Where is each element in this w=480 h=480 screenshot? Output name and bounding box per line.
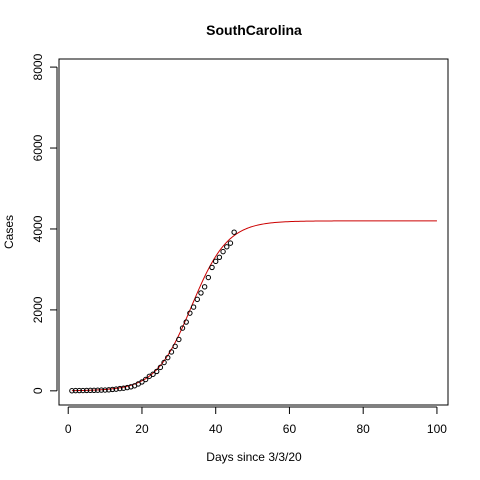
y-tick-label: 0 (31, 387, 45, 394)
data-point (190, 304, 197, 310)
data-point (72, 387, 79, 394)
data-point (87, 387, 94, 394)
data-point (201, 284, 208, 290)
y-tick-label: 2000 (31, 296, 45, 323)
y-tick-label: 8000 (31, 53, 45, 80)
data-point (227, 240, 234, 246)
data-point (179, 325, 186, 331)
data-point (83, 387, 90, 394)
data-point (106, 387, 112, 393)
y-axis-label: Cases (2, 215, 16, 249)
data-point (76, 387, 82, 394)
data-point (109, 386, 116, 393)
data-point (205, 274, 212, 281)
data-point (216, 254, 223, 260)
data-point (213, 258, 219, 265)
y-tick-label: 6000 (31, 134, 45, 161)
data-point (124, 384, 130, 391)
x-tick-label: 0 (65, 422, 72, 436)
x-tick-label: 100 (427, 422, 447, 436)
x-tick-label: 20 (135, 422, 149, 436)
data-point (168, 349, 175, 355)
data-point (113, 386, 119, 392)
data-point (95, 387, 101, 393)
data-point (154, 368, 160, 375)
y-axis: 0 2000 4000 6000 8000 (31, 53, 58, 394)
x-tick-label: 40 (209, 422, 223, 436)
data-point (69, 388, 75, 394)
data-point (120, 385, 127, 391)
data-point (176, 336, 182, 343)
data-points (69, 229, 237, 394)
data-point (142, 376, 149, 383)
data-point (157, 364, 164, 371)
x-axis: 0 20 40 60 80 100 (65, 406, 447, 436)
data-point (224, 244, 230, 250)
data-point (183, 319, 189, 325)
data-point (209, 264, 215, 271)
x-tick-label: 80 (357, 422, 371, 436)
data-point (98, 387, 105, 393)
data-point (91, 387, 97, 394)
data-point (150, 371, 156, 377)
data-point (231, 229, 237, 235)
data-point (161, 359, 167, 366)
data-point (117, 385, 123, 392)
plot-area-frame (58, 58, 449, 406)
data-point (165, 354, 171, 361)
fit-line (71, 220, 437, 392)
data-point (198, 290, 204, 296)
data-point (187, 310, 193, 316)
y-tick-label: 4000 (31, 215, 45, 242)
data-point (80, 387, 86, 394)
x-tick-label: 60 (283, 422, 297, 436)
data-point (220, 248, 226, 255)
data-point (139, 379, 145, 385)
chart-title: SouthCarolina (206, 22, 302, 38)
data-point (102, 387, 108, 393)
x-axis-label: Days since 3/3/20 (206, 450, 302, 464)
data-point (172, 343, 178, 350)
data-point (194, 296, 200, 303)
